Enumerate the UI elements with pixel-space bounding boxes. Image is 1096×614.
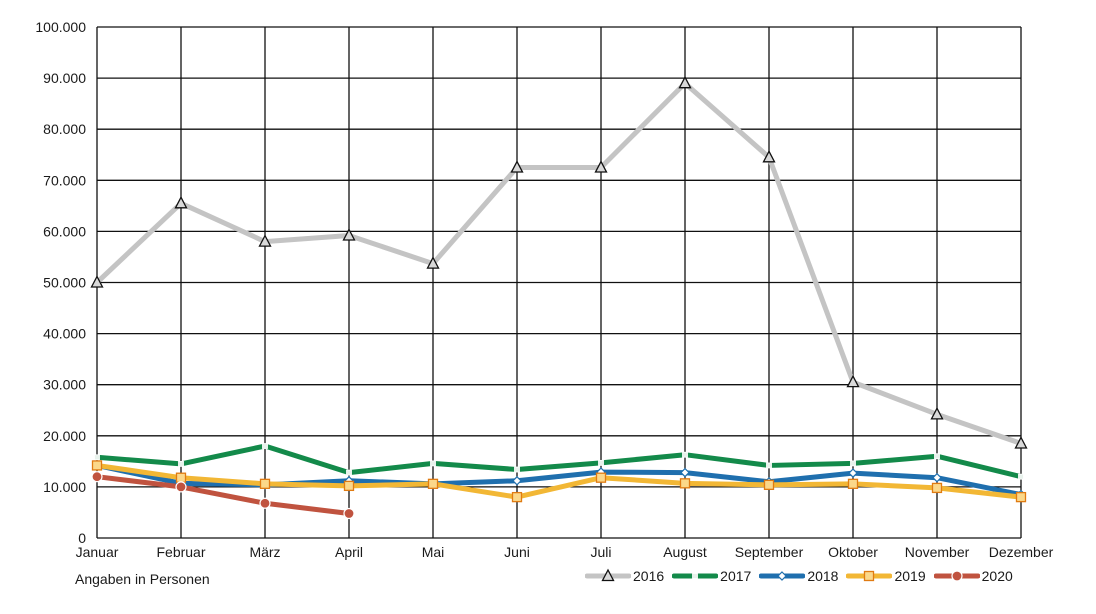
data-point-2016 <box>426 256 440 269</box>
legend-marker <box>601 568 615 582</box>
legend-item-2020: 2020 <box>933 568 1013 584</box>
x-tick-label: Oktober <box>828 544 878 560</box>
data-point-2016 <box>342 228 356 241</box>
legend-marker <box>692 573 699 579</box>
data-point-2018 <box>932 472 942 483</box>
data-point-2019 <box>511 491 523 503</box>
x-tick-label: April <box>335 544 363 560</box>
x-tick-label: November <box>905 544 970 560</box>
legend-label: 2016 <box>633 568 665 584</box>
x-tick-label: Februar <box>156 544 205 560</box>
data-point-2020 <box>259 497 271 509</box>
series-line-2016 <box>94 80 1024 446</box>
legend-marker <box>951 570 963 582</box>
legend-item-2018: 2018 <box>759 568 838 584</box>
y-tick-label: 90.000 <box>43 70 86 86</box>
data-point-2018 <box>680 467 690 478</box>
data-point-2019 <box>175 472 187 483</box>
grid-lines <box>96 26 1022 539</box>
y-axis-tick-labels: 0 10.000 20.000 30.000 40.000 50.000 60.000 70.… <box>35 19 86 546</box>
data-point-2017 <box>346 469 352 476</box>
data-point-2019 <box>427 478 439 489</box>
y-tick-label: 0 <box>78 530 86 546</box>
series-markers <box>90 75 1028 520</box>
data-point-2016 <box>930 406 944 420</box>
data-point-2019 <box>259 478 271 489</box>
data-point-2016 <box>90 275 104 288</box>
data-point-2019 <box>931 482 943 494</box>
legend-marker <box>864 570 875 582</box>
y-tick-label: 50.000 <box>43 275 86 291</box>
data-point-2017 <box>430 460 436 467</box>
data-point-2016 <box>510 160 524 173</box>
legend-label: 2018 <box>807 568 839 584</box>
x-tick-label: März <box>249 544 280 560</box>
data-point-2019 <box>595 472 607 483</box>
data-point-2016 <box>1014 436 1028 449</box>
legend-swatch <box>846 570 893 582</box>
y-tick-label: 100.000 <box>35 19 86 35</box>
data-point-2020 <box>91 471 103 483</box>
legend-swatch <box>759 571 806 581</box>
y-tick-label: 10.000 <box>43 479 86 495</box>
legend: 2016 2017 2018 2019 2020 <box>585 568 1021 584</box>
data-point-2017 <box>682 451 688 458</box>
data-point-2017 <box>94 454 100 461</box>
data-point-2017 <box>934 453 940 460</box>
data-point-2020 <box>343 507 355 520</box>
legend-item-2019: 2019 <box>846 568 926 584</box>
legend-label: 2019 <box>894 568 926 584</box>
data-point-2016 <box>678 75 692 89</box>
series-line-2017 <box>94 443 1024 480</box>
y-tick-label: 70.000 <box>43 172 86 188</box>
y-tick-label: 20.000 <box>43 428 86 444</box>
data-point-2017 <box>598 459 604 466</box>
data-point-2018 <box>512 475 522 486</box>
legend-label: 2020 <box>981 568 1013 584</box>
data-point-2016 <box>174 195 188 209</box>
data-point-2019 <box>679 478 691 489</box>
x-tick-label: Mai <box>422 544 445 560</box>
x-axis-tick-labels: Januar Februar März April Mai Juni Juli August S… <box>76 544 1054 560</box>
y-tick-label: 30.000 <box>43 377 86 393</box>
x-tick-label: Januar <box>76 544 119 560</box>
data-point-2016 <box>258 234 272 247</box>
series-lines <box>94 80 1024 516</box>
data-point-2019 <box>1015 491 1027 503</box>
legend-label: 2017 <box>720 568 752 584</box>
y-tick-label: 60.000 <box>43 223 86 239</box>
data-point-2020 <box>175 481 187 493</box>
data-point-2019 <box>91 460 103 471</box>
data-point-2019 <box>847 478 859 489</box>
data-point-2017 <box>178 461 184 467</box>
legend-swatch <box>585 568 631 582</box>
unit-note: Angaben in Personen <box>75 571 210 587</box>
x-tick-label: Juli <box>590 544 611 560</box>
data-point-2017 <box>850 460 856 467</box>
data-point-2017 <box>766 462 772 469</box>
legend-swatch <box>933 570 980 582</box>
data-point-2017 <box>262 443 268 449</box>
data-point-2019 <box>763 479 775 491</box>
x-tick-label: Juni <box>504 544 530 560</box>
legend-marker <box>777 571 788 581</box>
data-point-2017 <box>514 466 520 473</box>
y-tick-label: 40.000 <box>43 326 86 342</box>
data-point-2016 <box>846 374 860 388</box>
legend-item-2017: 2017 <box>672 568 751 584</box>
data-point-2017 <box>1018 473 1024 480</box>
data-point-2016 <box>762 149 776 163</box>
x-tick-label: Dezember <box>989 544 1054 560</box>
data-point-2018 <box>848 468 858 478</box>
y-tick-label: 80.000 <box>43 121 86 137</box>
series-line-2019 <box>94 462 1024 500</box>
line-chart: 0 10.000 20.000 30.000 40.000 50.000 60.000 70.… <box>35 19 1054 560</box>
data-point-2019 <box>343 480 355 492</box>
x-tick-label: September <box>735 544 804 560</box>
series-line-2020 <box>94 474 352 516</box>
x-tick-label: August <box>663 544 707 560</box>
data-point-2016 <box>594 160 608 173</box>
legend-item-2016: 2016 <box>585 568 664 584</box>
legend-swatch <box>672 573 719 579</box>
